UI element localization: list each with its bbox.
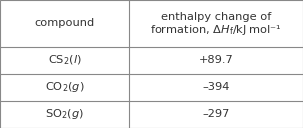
Text: +89.7: +89.7: [198, 55, 233, 65]
Text: enthalpy change of: enthalpy change of: [161, 12, 271, 22]
Text: formation, $\Delta \mathit{H}_\mathsf{f}$/kJ mol⁻¹: formation, $\Delta \mathit{H}_\mathsf{f}…: [150, 23, 281, 37]
Text: –394: –394: [202, 82, 230, 92]
Text: $\mathregular{CO_2}(g)$: $\mathregular{CO_2}(g)$: [45, 80, 84, 94]
Text: $\mathregular{CS_2}(l)$: $\mathregular{CS_2}(l)$: [48, 54, 81, 67]
Text: –297: –297: [202, 109, 230, 119]
Text: $\mathregular{SO_2}(g)$: $\mathregular{SO_2}(g)$: [45, 107, 84, 121]
Text: compound: compound: [34, 18, 95, 28]
